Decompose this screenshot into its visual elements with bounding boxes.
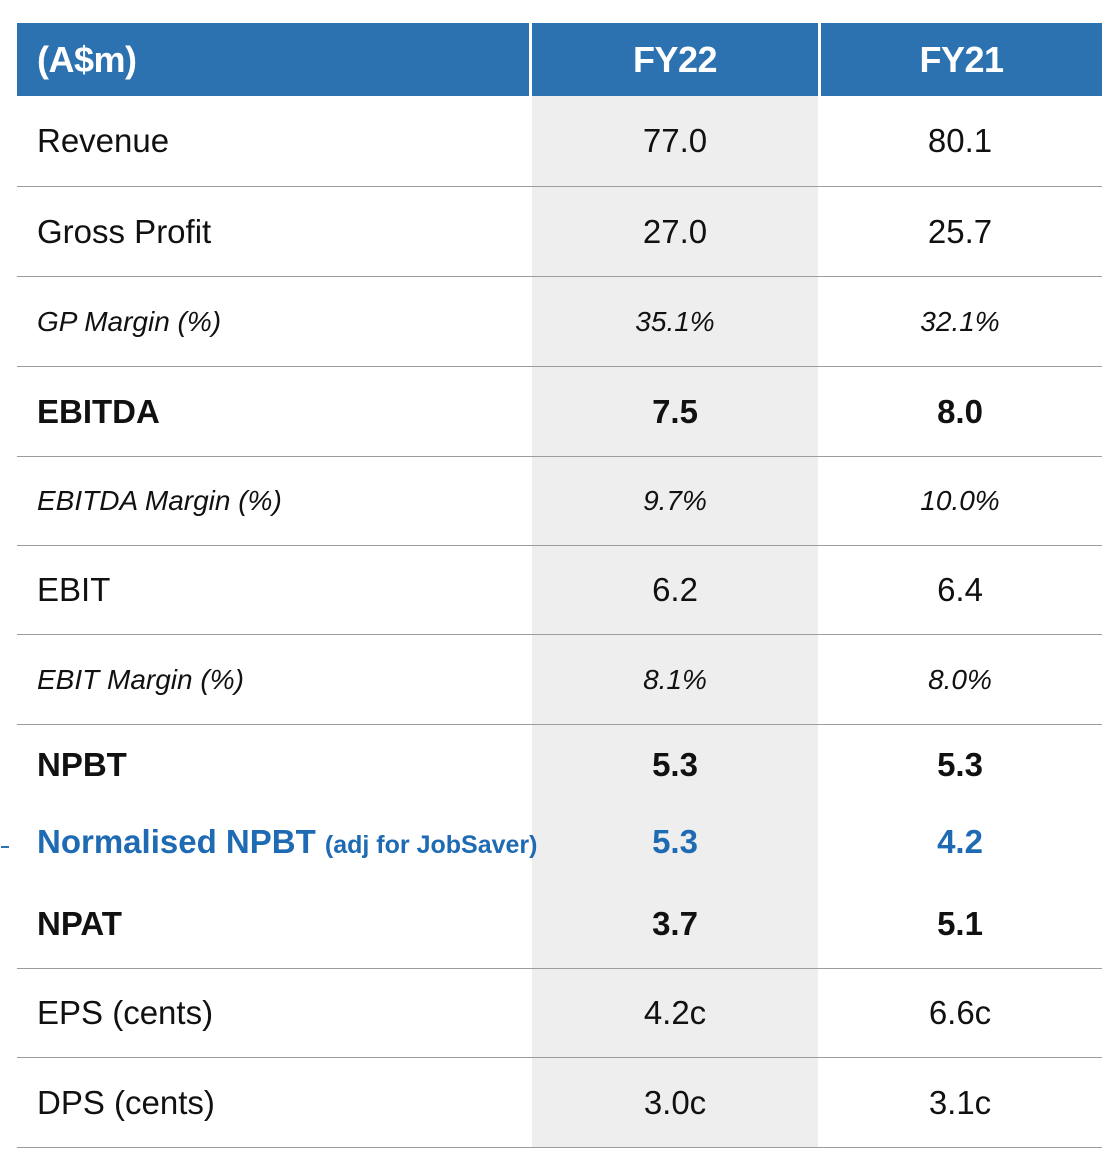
row-label: Gross Profit: [37, 212, 212, 250]
value-fy21: 80.1: [927, 122, 993, 159]
row-label: EBIT Margin (%): [37, 663, 244, 695]
value-fy22: 27.0: [642, 212, 708, 250]
table-header: (A$m) FY22 FY21: [17, 23, 1102, 96]
row-label: EBITDA Margin (%): [37, 485, 282, 516]
value-fy21: 32.1%: [920, 305, 1000, 337]
value-fy21: 4.2: [937, 823, 983, 860]
value-fy22: 4.2c: [643, 994, 707, 1031]
value-fy21: 5.3: [937, 746, 983, 783]
row-label: EPS (cents): [37, 994, 214, 1031]
value-fy21: 5.1: [937, 904, 983, 942]
row-marker: [1, 846, 9, 848]
value-fy21: 6.4: [937, 571, 983, 608]
header-units-label: (A$m): [17, 23, 529, 96]
row-label: EBIT: [37, 571, 111, 608]
fy22-column-shading: [532, 96, 818, 1147]
table-row-dps: DPS (cents) 3.0c 3.1c: [17, 1058, 1102, 1148]
header-fy22: FY22: [532, 23, 818, 96]
row-label: Revenue: [37, 122, 170, 159]
row-label: EBITDA: [37, 392, 160, 430]
value-fy21: 10.0%: [920, 485, 1000, 516]
row-label-note: (adj for JobSaver): [324, 831, 538, 859]
value-fy22: 8.1%: [643, 663, 707, 695]
value-fy22: 35.1%: [635, 305, 715, 337]
table-row-npat: NPAT 3.7 5.1: [17, 879, 1102, 969]
value-fy21: 8.0%: [928, 663, 992, 695]
row-label: NPBT: [37, 746, 127, 783]
value-fy22: 3.7: [652, 904, 698, 942]
row-label: NPAT: [37, 904, 122, 942]
value-fy22: 9.7%: [643, 485, 707, 516]
value-fy21: 25.7: [927, 212, 993, 250]
value-fy22: 5.3: [652, 746, 698, 783]
value-fy22: 77.0: [642, 122, 708, 159]
value-fy21: 3.1c: [928, 1083, 992, 1121]
table-row-revenue: Revenue 77.0 80.1: [17, 96, 1102, 187]
value-fy22: 5.3: [652, 823, 698, 860]
row-label-group: Normalised NPBT (adj for JobSaver): [17, 823, 537, 861]
value-fy22: 3.0c: [643, 1083, 707, 1121]
row-label: GP Margin (%): [37, 305, 222, 337]
value-fy21: 8.0: [937, 392, 983, 430]
row-label: Normalised NPBT: [37, 823, 316, 860]
row-label: DPS (cents): [37, 1083, 215, 1121]
header-fy21: FY21: [821, 23, 1102, 96]
table-row-ebitda: EBITDA 7.5 8.0: [17, 367, 1102, 457]
value-fy21: 6.6c: [928, 994, 992, 1031]
table-row-ebit-margin: EBIT Margin (%) 8.1% 8.0%: [17, 635, 1102, 725]
table-row-ebit: EBIT 6.2 6.4: [17, 546, 1102, 635]
table-row-gp-margin: GP Margin (%) 35.1% 32.1%: [17, 277, 1102, 367]
value-fy22: 7.5: [652, 392, 698, 430]
financial-summary-table: (A$m) FY22 FY21 Revenue 77.0 80.1 Gross …: [17, 23, 1102, 1148]
table-row-gross-profit: Gross Profit 27.0 25.7: [17, 187, 1102, 277]
table-row-npbt: NPBT 5.3 5.3: [17, 725, 1102, 805]
value-fy22: 6.2: [652, 571, 698, 608]
table-row-eps: EPS (cents) 4.2c 6.6c: [17, 969, 1102, 1058]
table-row-ebitda-margin: EBITDA Margin (%) 9.7% 10.0%: [17, 457, 1102, 546]
table-row-normalised-npbt: Normalised NPBT (adj for JobSaver) 5.3 4…: [17, 805, 1102, 879]
